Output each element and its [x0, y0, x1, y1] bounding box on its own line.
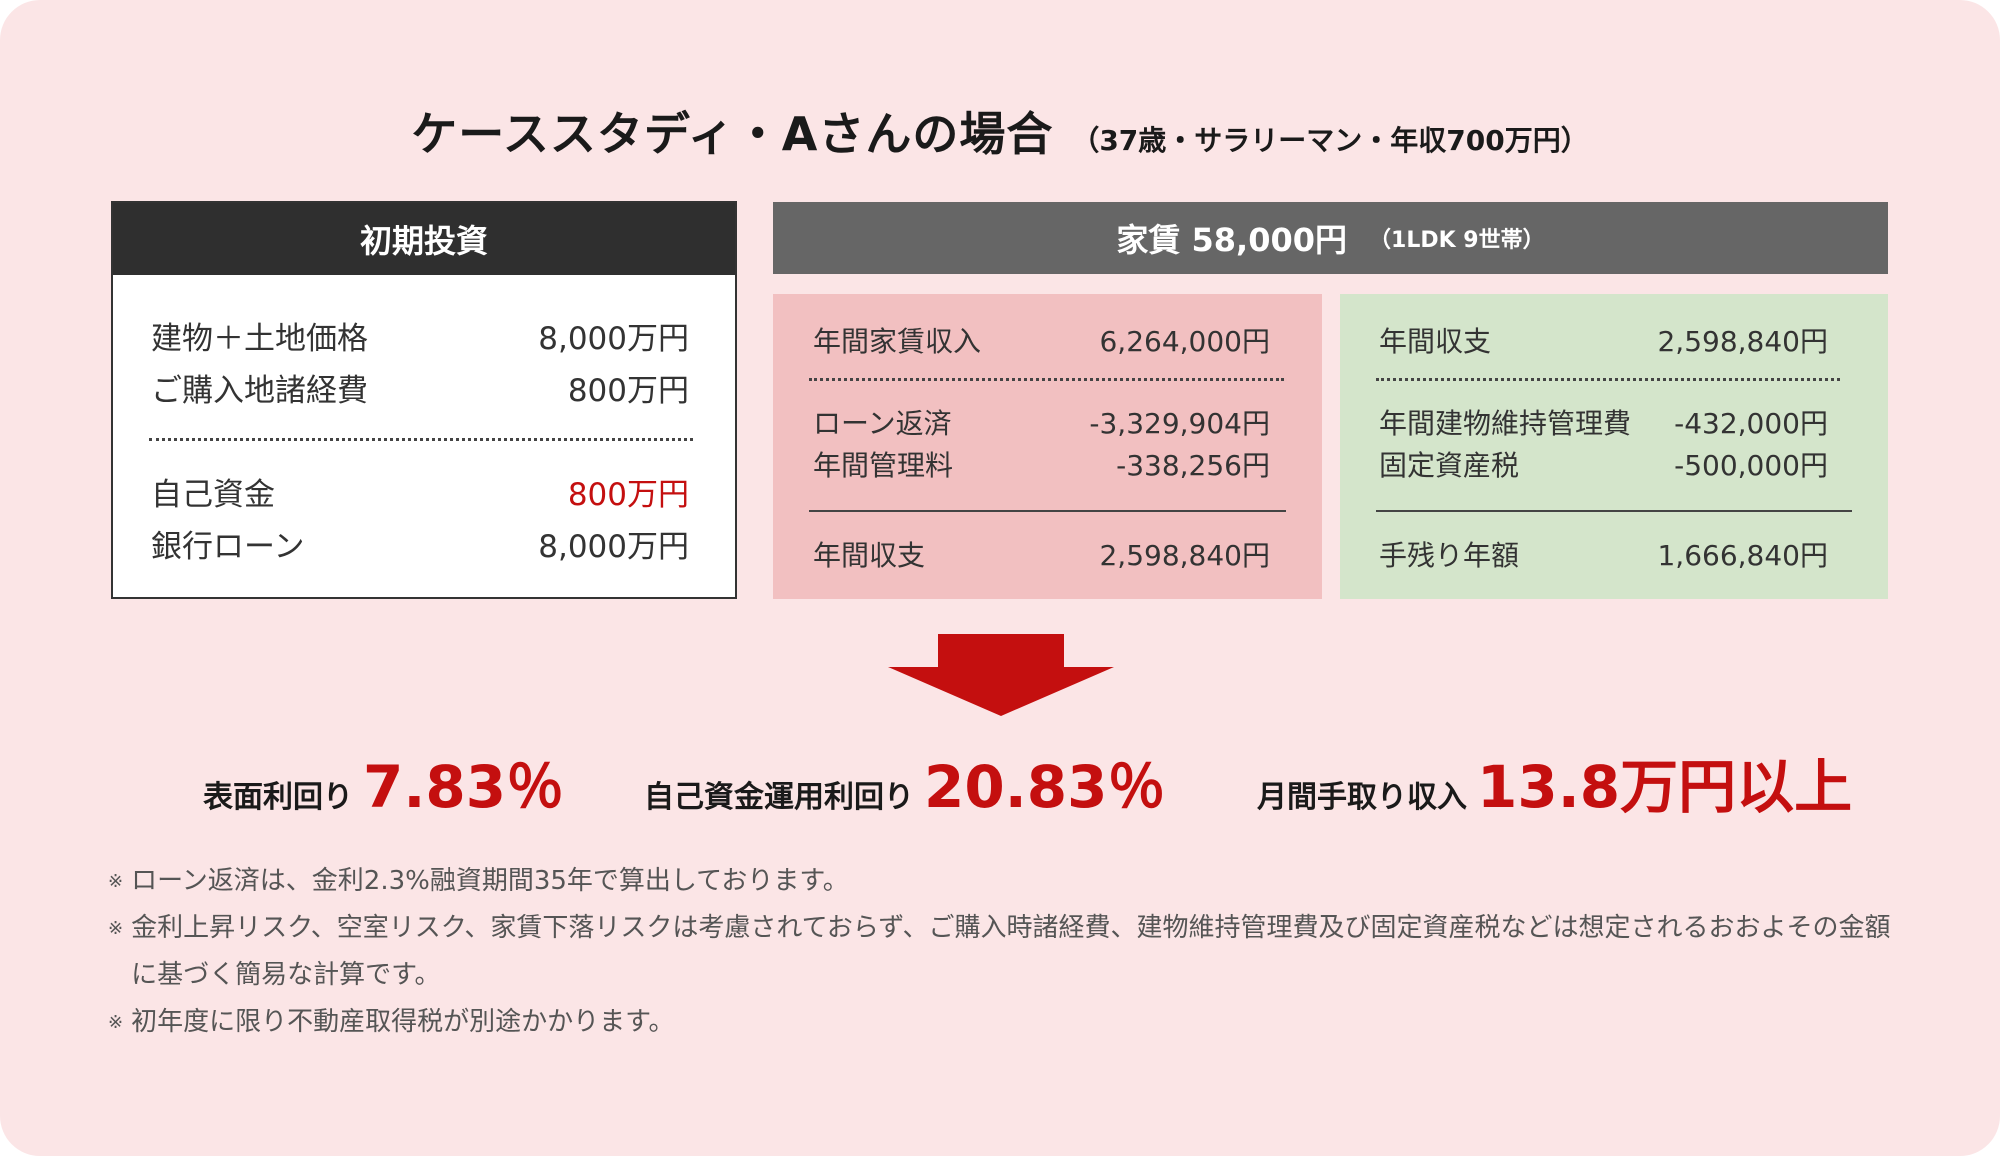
- initial-investment-box: 初期投資 建物＋土地価格 8,000万円 ご購入地諸経費 800万円 自己資金 …: [111, 201, 737, 599]
- solid-divider: [809, 510, 1286, 512]
- row-value: 1,666,840円: [1657, 539, 1828, 572]
- row-label: 年間管理料: [813, 449, 954, 482]
- metric-monthly-income: 月間手取り収入 13.8万円以上: [1257, 740, 1852, 824]
- yield-metrics: 表面利回り 7.83％ 自己資金運用利回り 20.83％ 月間手取り収入 13.…: [0, 730, 2000, 821]
- row-label: 年間収支: [813, 539, 926, 572]
- net-income-box: 年間収支 2,598,840円 年間建物維持管理費 -432,000円 固定資産…: [1340, 294, 1888, 599]
- row-value: -500,000円: [1674, 449, 1828, 482]
- row-label: 手残り年額: [1379, 539, 1520, 572]
- row-value: 2,598,840円: [1099, 539, 1270, 572]
- row-value: 6,264,000円: [1099, 325, 1270, 358]
- title-main: ケーススタディ・Aさんの場合: [411, 107, 1054, 161]
- row-value: -3,329,904円: [1089, 407, 1270, 440]
- metric-label: 自己資金運用利回り: [644, 780, 914, 815]
- row-label: 年間収支: [1379, 325, 1492, 358]
- dotted-divider: [809, 378, 1284, 381]
- row-value: -432,000円: [1674, 407, 1828, 440]
- footnote: ※ 初年度に限り不動産取得税が別途かかります。: [108, 999, 1898, 1046]
- row-label: 年間建物維持管理費: [1379, 407, 1632, 440]
- rent-header: 家賃 58,000円 （1LDK 9世帯）: [773, 202, 1888, 274]
- row-value: 8,000万円: [538, 321, 689, 357]
- row-value: 2,598,840円: [1657, 325, 1828, 358]
- metric-value: 13.8万円以上: [1477, 753, 1853, 821]
- row-label: ご購入地諸経費: [151, 373, 368, 409]
- row-value-highlight: 800万円: [567, 477, 689, 513]
- footnotes: ※ ローン返済は、金利2.3%融資期間35年で算出しております。 ※ 金利上昇リ…: [108, 858, 1898, 1046]
- dotted-divider: [149, 438, 693, 441]
- income-result-row: 年間収支 2,598,840円: [813, 534, 1270, 574]
- footnote: ※ 金利上昇リスク、空室リスク、家賃下落リスクは考慮されておらず、ご購入時諸経費…: [108, 905, 1898, 999]
- investment-row: 銀行ローン 8,000万円: [151, 521, 689, 566]
- row-value: 8,000万円: [538, 529, 689, 565]
- metric-equity-yield: 自己資金運用利回り 20.83％: [644, 740, 1165, 824]
- investment-row: 自己資金 800万円: [151, 469, 689, 514]
- income-row: 年間管理料 -338,256円: [813, 444, 1270, 484]
- note-mark: ※: [108, 918, 124, 939]
- note-text: ローン返済は、金利2.3%融資期間35年で算出しております。: [131, 866, 849, 896]
- row-label: 年間家賃収入: [813, 325, 982, 358]
- income-row: ローン返済 -3,329,904円: [813, 402, 1270, 442]
- metric-label: 表面利回り: [203, 780, 353, 815]
- note-text: 金利上昇リスク、空室リスク、家賃下落リスクは考慮されておらず、ご購入時諸経費、建…: [131, 913, 1891, 990]
- row-label: 銀行ローン: [151, 529, 305, 565]
- footnote: ※ ローン返済は、金利2.3%融資期間35年で算出しております。: [108, 858, 1898, 905]
- row-value: 800万円: [567, 373, 689, 409]
- initial-investment-header: 初期投資: [113, 203, 735, 275]
- metric-surface-yield: 表面利回り 7.83％: [203, 740, 564, 824]
- net-row: 年間建物維持管理費 -432,000円: [1379, 402, 1828, 442]
- net-result-row: 手残り年額 1,666,840円: [1379, 534, 1828, 574]
- solid-divider: [1376, 510, 1852, 512]
- note-mark: ※: [108, 871, 124, 892]
- note-text: 初年度に限り不動産取得税が別途かかります。: [131, 1007, 675, 1037]
- investment-row: ご購入地諸経費 800万円: [151, 365, 689, 410]
- rent-header-sub: （1LDK 9世帯）: [1369, 228, 1545, 253]
- net-row: 年間収支 2,598,840円: [1379, 320, 1828, 360]
- rent-header-title: 家賃 58,000円: [1116, 221, 1348, 259]
- note-mark: ※: [108, 1012, 124, 1033]
- net-row: 固定資産税 -500,000円: [1379, 444, 1828, 484]
- dotted-divider: [1376, 378, 1840, 381]
- investment-row: 建物＋土地価格 8,000万円: [151, 313, 689, 358]
- row-label: 建物＋土地価格: [151, 321, 368, 357]
- income-row: 年間家賃収入 6,264,000円: [813, 320, 1270, 360]
- page-title: ケーススタディ・Aさんの場合 （37歳・サラリーマン・年収700万円）: [0, 98, 2000, 164]
- metric-label: 月間手取り収入: [1257, 780, 1467, 815]
- row-label: 自己資金: [151, 477, 275, 513]
- annual-income-box: 年間家賃収入 6,264,000円 ローン返済 -3,329,904円 年間管理…: [773, 294, 1322, 599]
- title-sub: （37歳・サラリーマン・年収700万円）: [1071, 124, 1589, 157]
- row-label: ローン返済: [813, 407, 952, 440]
- metric-value: 20.83％: [924, 753, 1166, 821]
- down-arrow-icon: [888, 634, 1114, 716]
- metric-value: 7.83％: [363, 753, 565, 821]
- row-value: -338,256円: [1116, 449, 1270, 482]
- row-label: 固定資産税: [1379, 449, 1520, 482]
